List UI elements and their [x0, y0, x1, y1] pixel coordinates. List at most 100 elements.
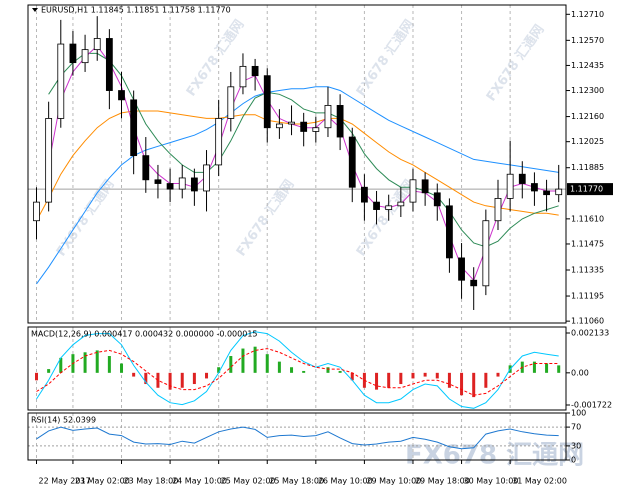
line	[36, 426, 559, 450]
macd-bar	[290, 367, 294, 373]
candle-body	[373, 201, 380, 210]
candle-body	[166, 183, 174, 190]
last-price-box	[567, 183, 613, 196]
y-tick-label: 1.12570	[571, 36, 604, 45]
candle-body	[482, 220, 490, 287]
y-tick-label: 1.11475	[571, 239, 604, 248]
candle-body	[397, 201, 405, 207]
macd-bar	[132, 372, 136, 377]
macd-bar	[95, 350, 99, 373]
macd-bar	[205, 372, 209, 379]
x-tick-label: 26 May 10:00	[318, 477, 373, 486]
candle-body	[215, 118, 223, 166]
y-tick-label: 0.00	[571, 368, 589, 377]
macd-bar	[338, 370, 342, 373]
x-tick-label: 25 May 18:00	[269, 477, 324, 486]
macd-bar	[545, 363, 549, 373]
macd-bar	[399, 372, 403, 385]
candle-body	[348, 136, 356, 188]
macd-bar	[35, 372, 39, 381]
macd-bar	[557, 365, 561, 373]
candle-body	[324, 105, 332, 129]
watermark: FX678 汇通网	[483, 22, 547, 105]
watermark: FX678 汇通网	[405, 441, 584, 471]
title-arrow	[32, 8, 38, 12]
macd-bar	[302, 370, 306, 373]
macd-bar	[460, 372, 464, 396]
y-tick-label: 1.11060	[571, 317, 604, 326]
macd-bar	[265, 354, 269, 373]
candle-body	[494, 198, 502, 222]
line	[36, 331, 559, 409]
candle-body	[433, 192, 441, 207]
x-tick-label: 22 May 2017	[39, 477, 91, 486]
macd-bar	[192, 372, 196, 385]
macd-bar	[472, 372, 476, 398]
candle-body	[118, 90, 125, 101]
candle-body	[300, 121, 308, 132]
macd-bar	[484, 372, 488, 388]
candle-body	[239, 65, 247, 88]
candle-body	[105, 38, 113, 91]
candle-body	[33, 201, 40, 222]
candle-body	[142, 155, 150, 181]
x-tick-label: 24 May 10:00	[172, 477, 227, 486]
macd-bar	[387, 372, 391, 388]
candle-body	[275, 123, 283, 129]
y-tick-label: 30	[571, 441, 581, 450]
macd-bar	[375, 372, 379, 390]
x-tick-label: 25 May 02:00	[221, 477, 276, 486]
candle-body	[312, 127, 320, 132]
macd-bar	[423, 372, 427, 377]
candle-body	[506, 173, 514, 199]
macd-bar	[229, 356, 233, 373]
watermark: FX678 汇通网	[353, 17, 417, 100]
y-tick-label: 1.11610	[571, 214, 604, 223]
candle-body	[203, 164, 210, 192]
macd-bar	[217, 367, 221, 373]
candle-body	[446, 205, 453, 259]
candle-body	[409, 179, 417, 203]
candle-body	[543, 190, 550, 196]
candle-body	[470, 279, 478, 287]
y-tick-label: 0.002133	[571, 328, 609, 337]
candle-body	[93, 38, 101, 51]
candle-body	[361, 186, 368, 203]
macd-bar	[180, 372, 184, 388]
y-tick-label: 1.12160	[571, 112, 604, 121]
y-tick-label: 1.12025	[571, 137, 604, 146]
watermark: FX678 汇通网	[183, 17, 247, 100]
macd-bar	[168, 372, 172, 390]
last-price-label: 1.11770	[570, 185, 603, 194]
candle-body	[81, 49, 89, 64]
candle-body	[263, 75, 271, 129]
macd-bar	[144, 372, 148, 385]
candle-body	[227, 86, 235, 119]
macd-bar	[59, 357, 63, 373]
line	[36, 348, 559, 396]
y-tick-label: 1.12435	[571, 61, 604, 70]
macd-bar	[241, 348, 245, 373]
candle-body	[421, 179, 429, 194]
macd-bar	[120, 363, 124, 373]
y-tick-label: -0.001722	[571, 400, 612, 409]
candle-body	[288, 121, 295, 125]
candle-body	[57, 43, 65, 119]
line	[36, 110, 559, 221]
y-tick-label: 0	[571, 456, 576, 465]
macd-bar	[496, 372, 500, 377]
macd-bar	[350, 372, 354, 381]
candle-body	[531, 183, 538, 192]
pane-title: MACD(12,26,9) 0.000417 0.000432 0.000000…	[31, 330, 258, 339]
candle-body	[69, 43, 77, 64]
x-tick-label: 30 May 10:00	[464, 477, 519, 486]
macd-bar	[83, 352, 87, 373]
line	[48, 45, 559, 282]
macd-bar	[411, 372, 415, 379]
macd-bar	[107, 356, 111, 373]
candle-body	[336, 105, 344, 138]
candle-body	[555, 188, 563, 196]
x-tick-label: 31 May 02:00	[512, 477, 567, 486]
x-tick-label: 23 May 18:00	[124, 477, 179, 486]
